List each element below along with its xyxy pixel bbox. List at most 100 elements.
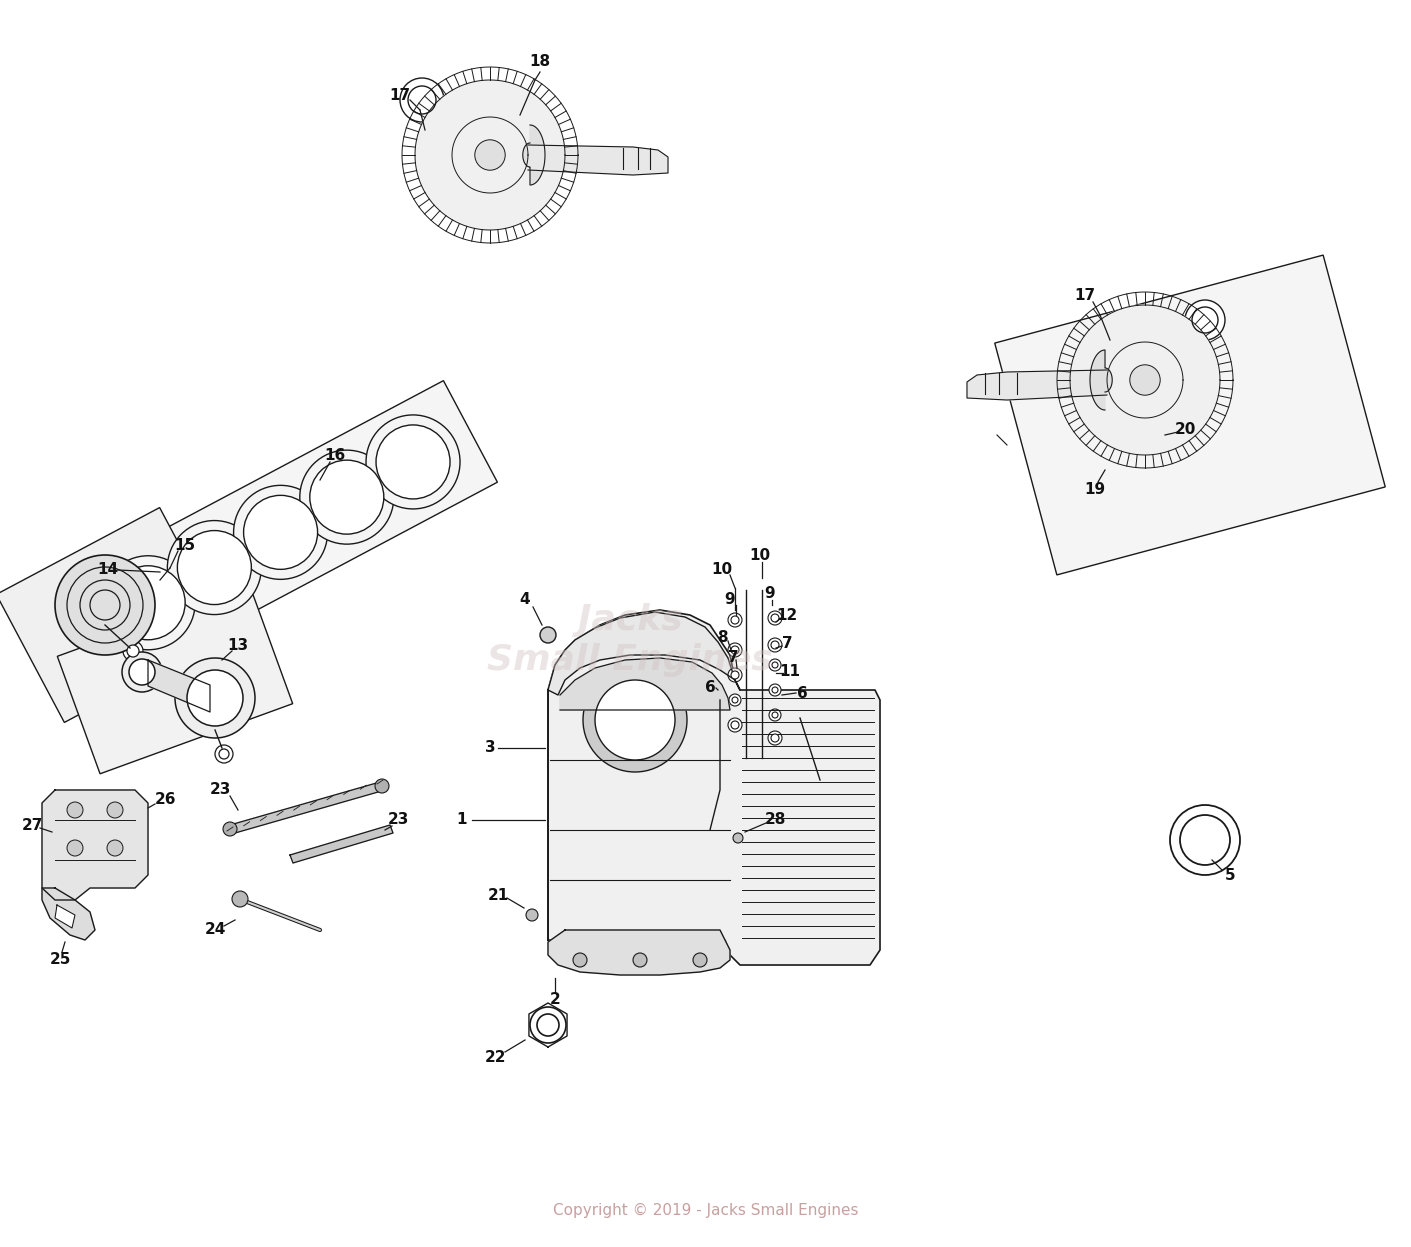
Circle shape bbox=[175, 658, 255, 738]
Circle shape bbox=[55, 555, 155, 655]
Circle shape bbox=[234, 485, 327, 580]
Polygon shape bbox=[1070, 306, 1221, 455]
Text: 17: 17 bbox=[389, 87, 411, 102]
Circle shape bbox=[769, 685, 782, 696]
Text: 8: 8 bbox=[717, 631, 727, 646]
Text: 23: 23 bbox=[387, 813, 409, 828]
Circle shape bbox=[770, 614, 779, 622]
Text: 5: 5 bbox=[1225, 868, 1235, 883]
Polygon shape bbox=[995, 256, 1386, 575]
Circle shape bbox=[728, 614, 742, 627]
Circle shape bbox=[66, 802, 83, 818]
Circle shape bbox=[214, 744, 233, 763]
Text: 2: 2 bbox=[550, 993, 560, 1008]
Text: 7: 7 bbox=[728, 651, 738, 666]
Circle shape bbox=[1192, 307, 1218, 333]
Circle shape bbox=[223, 822, 237, 835]
Text: 10: 10 bbox=[749, 547, 770, 562]
Circle shape bbox=[107, 802, 123, 818]
Circle shape bbox=[772, 712, 777, 718]
Text: 23: 23 bbox=[209, 783, 230, 798]
Text: 21: 21 bbox=[487, 888, 508, 903]
Polygon shape bbox=[55, 905, 75, 928]
Circle shape bbox=[731, 646, 739, 653]
Text: 3: 3 bbox=[485, 741, 495, 756]
Circle shape bbox=[123, 641, 143, 661]
Circle shape bbox=[219, 749, 229, 759]
Polygon shape bbox=[291, 826, 394, 863]
Circle shape bbox=[768, 638, 782, 652]
Polygon shape bbox=[415, 80, 564, 229]
Polygon shape bbox=[547, 930, 729, 975]
Circle shape bbox=[231, 892, 248, 907]
Circle shape bbox=[693, 953, 707, 966]
Circle shape bbox=[770, 734, 779, 742]
Circle shape bbox=[768, 731, 782, 744]
Polygon shape bbox=[148, 660, 210, 712]
Polygon shape bbox=[547, 612, 739, 695]
Circle shape bbox=[728, 643, 742, 657]
Circle shape bbox=[408, 86, 436, 113]
Circle shape bbox=[573, 953, 587, 966]
Text: 9: 9 bbox=[725, 592, 735, 607]
Circle shape bbox=[728, 668, 742, 682]
Circle shape bbox=[66, 840, 83, 855]
Text: 15: 15 bbox=[175, 537, 196, 552]
Circle shape bbox=[299, 450, 394, 544]
Circle shape bbox=[531, 1008, 566, 1042]
Circle shape bbox=[107, 840, 123, 855]
Text: 25: 25 bbox=[49, 953, 71, 968]
Polygon shape bbox=[42, 791, 148, 900]
Text: 4: 4 bbox=[519, 592, 531, 607]
Text: 20: 20 bbox=[1174, 423, 1195, 438]
Text: 7: 7 bbox=[782, 636, 793, 651]
Circle shape bbox=[474, 140, 505, 170]
Circle shape bbox=[244, 495, 317, 570]
Polygon shape bbox=[528, 145, 667, 175]
Text: 24: 24 bbox=[205, 923, 226, 938]
Circle shape bbox=[538, 1014, 559, 1036]
Text: 6: 6 bbox=[797, 686, 807, 701]
Polygon shape bbox=[72, 380, 498, 680]
Circle shape bbox=[365, 415, 460, 509]
Circle shape bbox=[772, 662, 777, 668]
Circle shape bbox=[127, 645, 140, 657]
Circle shape bbox=[1170, 806, 1240, 875]
Circle shape bbox=[1185, 301, 1225, 340]
Text: 17: 17 bbox=[1074, 288, 1095, 303]
Circle shape bbox=[634, 953, 648, 966]
Polygon shape bbox=[42, 888, 95, 940]
Circle shape bbox=[111, 566, 185, 640]
Text: 16: 16 bbox=[325, 448, 346, 463]
Circle shape bbox=[1130, 365, 1160, 395]
Polygon shape bbox=[58, 586, 292, 774]
Circle shape bbox=[728, 718, 742, 732]
Circle shape bbox=[731, 671, 739, 680]
Circle shape bbox=[168, 520, 261, 615]
Text: Jacks
Small Engines: Jacks Small Engines bbox=[487, 604, 773, 677]
Circle shape bbox=[178, 530, 251, 605]
Circle shape bbox=[732, 697, 738, 703]
Polygon shape bbox=[230, 782, 385, 833]
Text: 19: 19 bbox=[1085, 483, 1106, 498]
Text: 13: 13 bbox=[227, 637, 248, 652]
Circle shape bbox=[732, 833, 744, 843]
Circle shape bbox=[375, 425, 450, 499]
Text: 12: 12 bbox=[776, 607, 797, 622]
Text: 22: 22 bbox=[484, 1050, 505, 1065]
Circle shape bbox=[769, 658, 782, 671]
Text: 10: 10 bbox=[711, 562, 732, 577]
Circle shape bbox=[729, 695, 741, 706]
Circle shape bbox=[121, 652, 162, 692]
Polygon shape bbox=[1091, 350, 1112, 410]
Circle shape bbox=[769, 710, 782, 721]
Circle shape bbox=[731, 616, 739, 624]
Text: 26: 26 bbox=[154, 793, 176, 808]
Circle shape bbox=[526, 909, 538, 922]
Circle shape bbox=[102, 556, 195, 650]
Circle shape bbox=[772, 687, 777, 693]
Text: 28: 28 bbox=[765, 813, 786, 828]
Polygon shape bbox=[547, 610, 880, 965]
Text: 18: 18 bbox=[529, 55, 550, 70]
Polygon shape bbox=[967, 370, 1108, 400]
